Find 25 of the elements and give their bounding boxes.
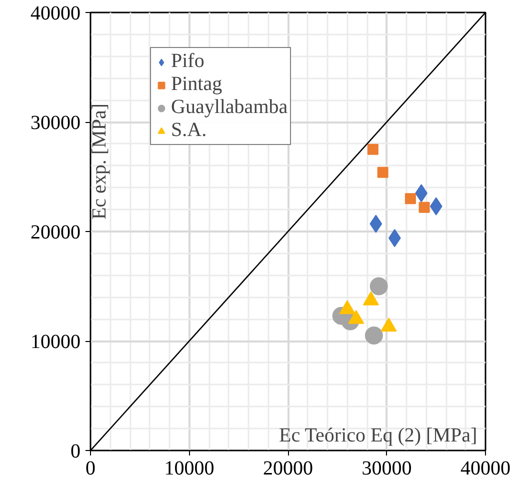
y-tick-label: 20000 bbox=[30, 222, 80, 244]
point bbox=[404, 193, 416, 204]
legend-label: Guayllabamba bbox=[171, 96, 288, 119]
legend-label: Pifo bbox=[171, 50, 204, 73]
y-tick-label: 0 bbox=[70, 440, 80, 462]
y-axis-title: Ec exp. [MPa] bbox=[88, 103, 110, 220]
y-tick-label: 40000 bbox=[30, 2, 80, 24]
x-tick-label: 0 bbox=[86, 458, 96, 480]
point bbox=[377, 166, 388, 178]
legend-label: Pintag bbox=[171, 73, 222, 96]
x-tick-label: 10000 bbox=[164, 458, 214, 480]
y-tick-label: 30000 bbox=[30, 112, 80, 134]
x-tick-label: 40000 bbox=[460, 458, 510, 480]
point bbox=[388, 229, 401, 248]
point bbox=[367, 144, 378, 155]
point bbox=[430, 197, 442, 216]
point bbox=[418, 202, 430, 213]
y-tick-label: 10000 bbox=[30, 331, 80, 353]
point bbox=[370, 214, 382, 233]
point bbox=[364, 326, 383, 345]
legend-label: S.A. bbox=[171, 119, 207, 142]
x-tick-label: 20000 bbox=[263, 458, 313, 480]
x-tick-label: 30000 bbox=[362, 458, 412, 480]
point bbox=[370, 277, 388, 296]
x-axis-title: Ec Teórico Eq (2) [MPa] bbox=[278, 424, 478, 446]
